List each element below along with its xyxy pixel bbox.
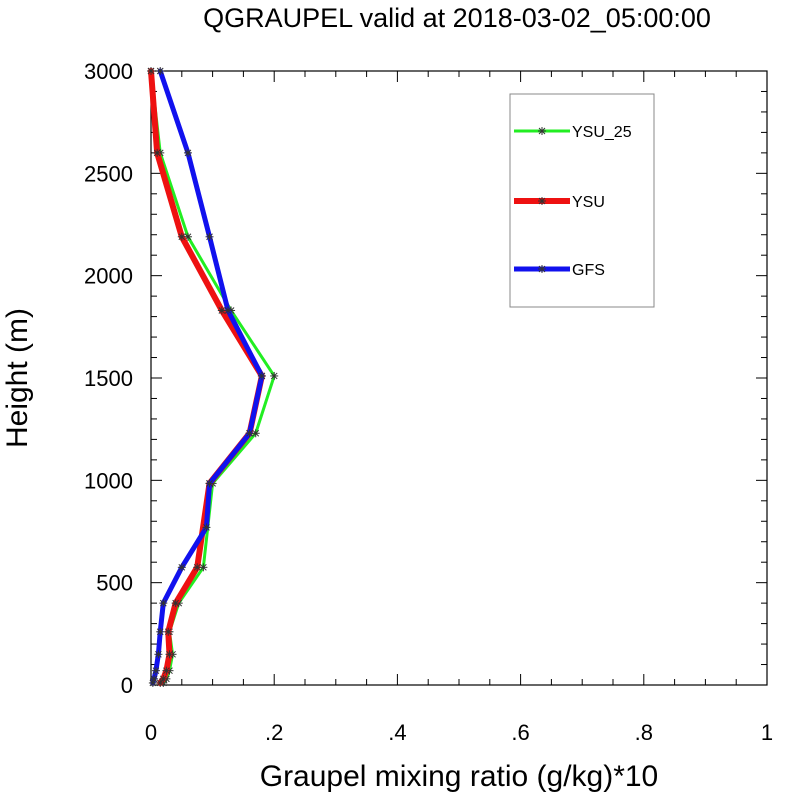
y-tick-label: 1500 bbox=[84, 366, 133, 391]
data-point-marker bbox=[202, 523, 211, 532]
data-point-marker bbox=[270, 371, 279, 380]
series-ysu bbox=[147, 67, 266, 687]
plot-frame bbox=[150, 70, 768, 686]
y-tick-label: 500 bbox=[96, 571, 133, 596]
data-point-marker bbox=[153, 148, 162, 157]
series-layer bbox=[147, 67, 279, 687]
data-point-marker bbox=[257, 371, 266, 380]
data-point-marker bbox=[245, 429, 254, 438]
data-point-marker bbox=[159, 674, 168, 683]
legend-marker bbox=[538, 197, 546, 205]
x-tick-label: 0 bbox=[145, 720, 157, 745]
legend-marker bbox=[538, 127, 546, 135]
data-point-marker bbox=[165, 650, 174, 659]
series-gfs bbox=[148, 67, 266, 687]
data-point-marker bbox=[171, 599, 180, 608]
data-point-marker bbox=[156, 67, 165, 75]
y-tick-label: 1000 bbox=[84, 468, 133, 493]
data-point-marker bbox=[205, 479, 214, 488]
chart-title: QGRAUPEL valid at 2018-03-02_05:00:00 bbox=[203, 3, 711, 33]
data-point-marker bbox=[205, 232, 214, 241]
y-tick-label: 2000 bbox=[84, 264, 133, 289]
data-point-marker bbox=[150, 674, 159, 683]
x-axis-title: Graupel mixing ratio (g/kg)*10 bbox=[260, 760, 659, 793]
legend-entry: GFS bbox=[514, 262, 605, 279]
x-tick-label: 1 bbox=[761, 720, 773, 745]
y-tick-label: 2500 bbox=[84, 161, 133, 186]
data-point-marker bbox=[156, 627, 165, 636]
x-tick-label: .4 bbox=[388, 720, 406, 745]
x-tick-label: .6 bbox=[511, 720, 529, 745]
legend-entry: YSU_25 bbox=[514, 124, 632, 141]
series-line bbox=[150, 68, 265, 686]
data-point-marker bbox=[177, 232, 186, 241]
data-point-marker bbox=[193, 563, 202, 572]
y-tick-label: 0 bbox=[121, 673, 133, 698]
data-point-marker bbox=[154, 650, 163, 659]
data-point-marker bbox=[147, 67, 155, 75]
x-tick-label: .2 bbox=[265, 720, 283, 745]
x-tick-label: .8 bbox=[635, 720, 653, 745]
y-tick-label: 3000 bbox=[84, 59, 133, 84]
legend-label: YSU bbox=[572, 194, 605, 211]
data-point-marker bbox=[183, 148, 192, 157]
axis-ticks: 0 .2 .4 .6 .8 1 0 500 1000 1500 2000 2500 3000 bbox=[84, 59, 773, 745]
legend-label: GFS bbox=[572, 262, 605, 279]
data-point-marker bbox=[177, 563, 186, 572]
y-axis-title: Height (m) bbox=[1, 308, 34, 448]
legend-label: YSU_25 bbox=[572, 124, 632, 141]
data-point-marker bbox=[217, 306, 226, 315]
legend-marker bbox=[538, 265, 546, 273]
data-point-marker bbox=[162, 666, 171, 675]
legend: YSU_25 YSU GFS bbox=[509, 93, 655, 308]
data-point-marker bbox=[156, 678, 165, 687]
data-point-marker bbox=[151, 666, 160, 675]
legend-entry: YSU bbox=[514, 194, 605, 211]
series-line bbox=[148, 68, 265, 686]
data-point-marker bbox=[159, 599, 168, 608]
data-point-marker bbox=[164, 627, 173, 636]
data-point-marker bbox=[224, 306, 232, 315]
